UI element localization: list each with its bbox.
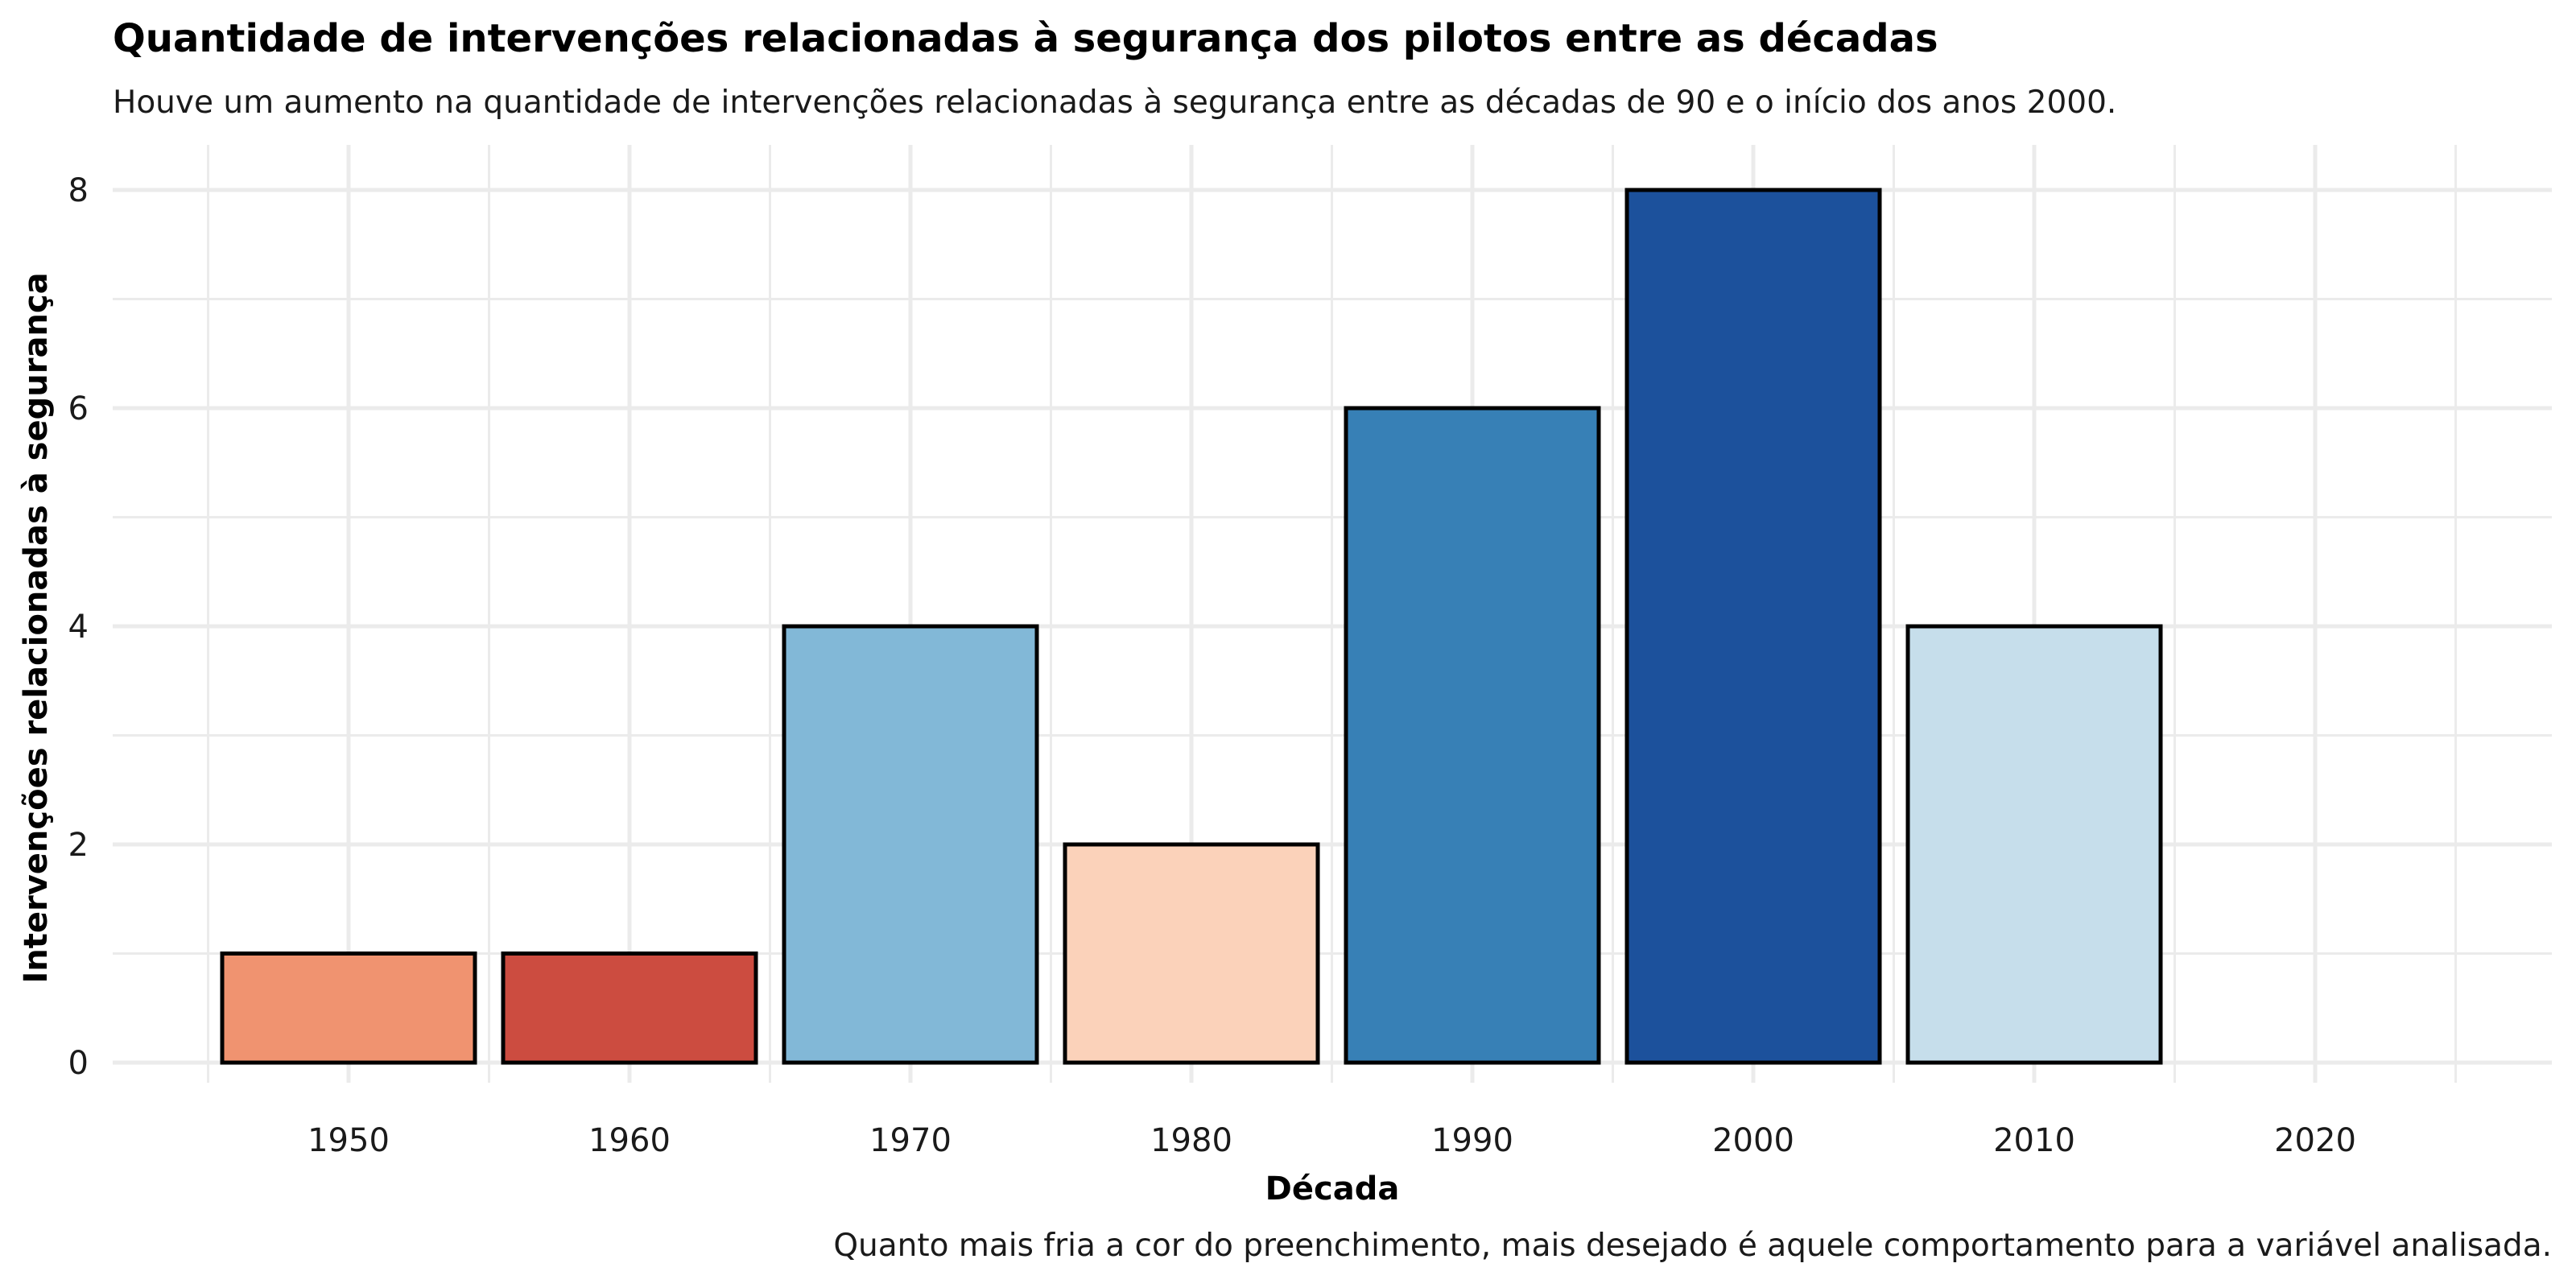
bar-1950 <box>220 952 477 1065</box>
bar-1960 <box>501 952 758 1065</box>
y-axis-title: Intervenções relacionadas à segurança <box>18 272 55 983</box>
bar-2000 <box>1624 188 1882 1065</box>
y-tick-label: 6 <box>68 390 89 427</box>
bar-1990 <box>1344 406 1601 1065</box>
y-tick-label: 8 <box>68 172 89 209</box>
y-tick-label: 0 <box>68 1045 89 1082</box>
x-tick-label: 1950 <box>308 1122 390 1159</box>
x-axis-title: Década <box>1265 1170 1400 1208</box>
bar-2010 <box>1905 624 2163 1065</box>
grid-lines <box>113 145 2552 1083</box>
x-axis-ticks: 1950 1960 1970 1980 1990 2000 2010 2020 <box>308 1122 2356 1159</box>
bar-1980 <box>1063 842 1320 1065</box>
bar-1970 <box>782 624 1039 1065</box>
x-tick-label: 2020 <box>2274 1122 2356 1159</box>
y-tick-label: 2 <box>68 827 89 864</box>
x-tick-label: 2000 <box>1712 1122 1794 1159</box>
y-tick-label: 4 <box>68 609 89 646</box>
chart-title: Quantidade de intervenções relacionadas … <box>113 16 1938 61</box>
chart-caption: Quanto mais fria a cor do preenchimento,… <box>833 1228 2552 1264</box>
x-tick-label: 1980 <box>1150 1122 1232 1159</box>
x-tick-label: 2010 <box>1993 1122 2075 1159</box>
bars <box>220 188 2163 1065</box>
x-tick-label: 1990 <box>1431 1122 1513 1159</box>
x-tick-label: 1960 <box>588 1122 671 1159</box>
x-tick-label: 1970 <box>869 1122 952 1159</box>
chart-subtitle: Houve um aumento na quantidade de interv… <box>113 85 2116 121</box>
y-axis-ticks: 0 2 4 6 8 <box>68 172 89 1082</box>
